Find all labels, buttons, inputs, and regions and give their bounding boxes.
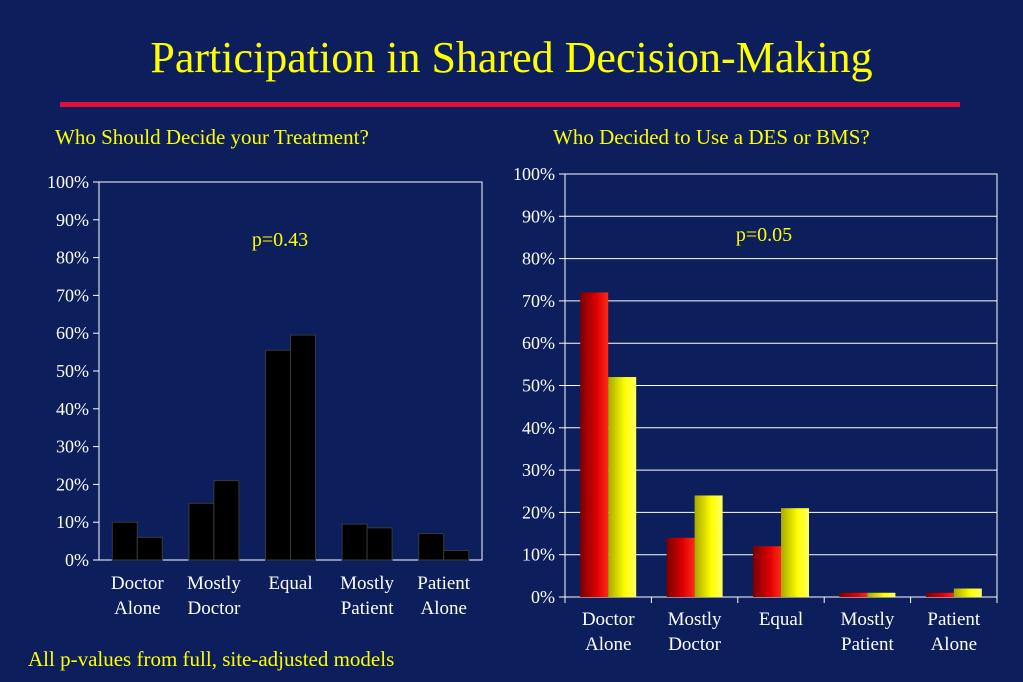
bar	[443, 550, 470, 561]
y-tick-label: 50%	[522, 376, 555, 396]
footnote: All p-values from full, site-adjusted mo…	[28, 647, 395, 671]
p-value-annotation: p=0.05	[736, 224, 792, 246]
bar	[666, 537, 695, 597]
bar	[111, 521, 138, 561]
x-tick-label: Doctor Alone	[582, 609, 635, 655]
bar	[839, 592, 868, 597]
y-tick-label: 60%	[56, 323, 89, 343]
bar	[694, 495, 723, 597]
y-tick-label: 90%	[522, 206, 555, 226]
bar	[136, 536, 163, 561]
y-tick-label: 30%	[56, 437, 89, 457]
y-tick-label: 100%	[47, 172, 89, 192]
x-tick-label: Doctor Alone	[111, 573, 164, 619]
y-tick-label: 60%	[522, 333, 555, 353]
y-tick-label: 0%	[531, 587, 555, 607]
y-tick-label: 30%	[522, 460, 555, 480]
bar	[188, 502, 215, 561]
y-tick-label: 70%	[522, 291, 555, 311]
title-underline	[60, 102, 960, 107]
x-tick-label: Mostly Patient	[340, 573, 394, 619]
bar	[608, 377, 637, 597]
x-tick-label: Patient Alone	[927, 609, 980, 655]
bar	[265, 349, 291, 561]
y-tick-label: 0%	[65, 550, 89, 570]
y-tick-label: 70%	[56, 285, 89, 305]
x-tick-label: Mostly Doctor	[668, 609, 722, 655]
y-tick-label: 40%	[522, 418, 555, 438]
bar	[366, 527, 393, 561]
right-chart-title: Who Decided to Use a DES or BMS?	[553, 125, 870, 149]
bar	[418, 533, 445, 561]
y-tick-label: 40%	[56, 399, 89, 419]
bar	[213, 480, 240, 561]
left-chart-title: Who Should Decide your Treatment?	[55, 125, 369, 149]
bar	[341, 523, 368, 561]
bar	[290, 334, 316, 561]
y-tick-label: 10%	[522, 545, 555, 565]
x-tick-label: Patient Alone	[417, 573, 470, 619]
bar	[781, 508, 809, 597]
bar	[953, 588, 982, 597]
y-tick-label: 50%	[56, 361, 89, 381]
y-tick-label: 100%	[513, 164, 555, 184]
x-tick-label: Equal	[268, 573, 312, 594]
bar	[753, 546, 781, 597]
x-tick-label: Mostly Patient	[840, 609, 894, 655]
y-tick-label: 90%	[56, 210, 89, 230]
x-tick-label: Mostly Doctor	[187, 573, 241, 619]
y-tick-label: 80%	[522, 249, 555, 269]
y-tick-label: 20%	[56, 474, 89, 494]
bar	[925, 592, 954, 597]
y-tick-label: 20%	[522, 502, 555, 522]
bar	[867, 592, 896, 597]
y-tick-label: 80%	[56, 248, 89, 268]
y-tick-label: 10%	[56, 512, 89, 532]
slide-title: Participation in Shared Decision-Making	[150, 33, 873, 82]
bar	[580, 292, 609, 597]
p-value-annotation: p=0.43	[252, 229, 308, 251]
x-tick-label: Equal	[759, 609, 803, 630]
